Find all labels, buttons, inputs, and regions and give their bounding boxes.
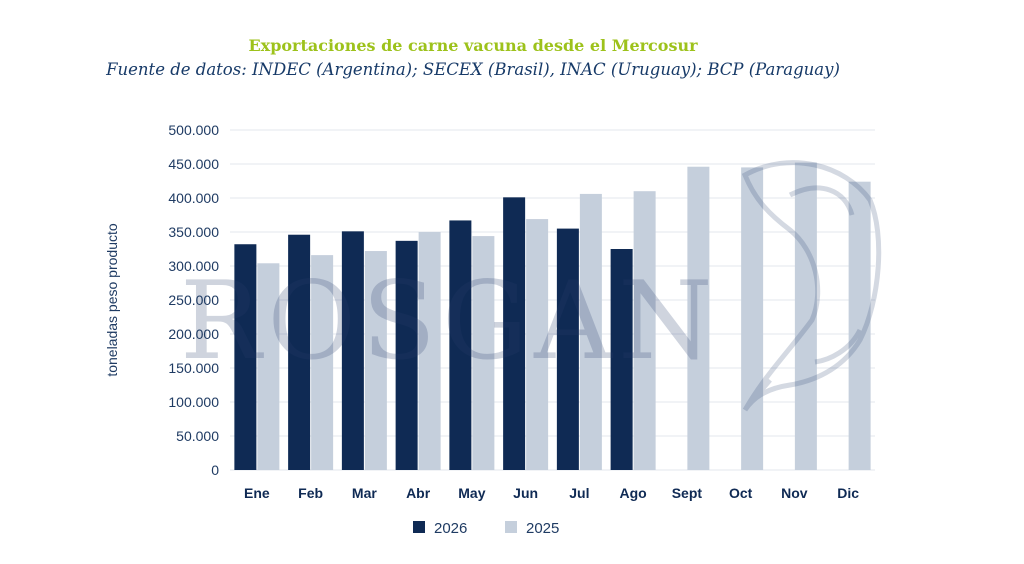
cow-head-logo [741, 160, 882, 412]
x-tick-label: Nov [781, 485, 808, 501]
chart-subtitle: Fuente de datos: INDEC (Argentina); SECE… [106, 60, 840, 79]
y-tick-label: 200.000 [168, 326, 219, 342]
y-axis-label: toneladas peso producto [104, 223, 120, 377]
bar-2025-ago [633, 191, 656, 470]
legend-swatch-2026 [413, 521, 425, 533]
x-tick-label: Jun [513, 485, 538, 501]
bar-2025-jun [526, 219, 549, 470]
bar-2025-feb [311, 255, 334, 470]
bar-2026-jul [556, 228, 579, 470]
bar-2025-may [472, 236, 495, 470]
bar-2025-abr [418, 232, 441, 470]
bar-2025-jul [579, 193, 602, 471]
bar-2026-abr [395, 240, 418, 470]
grid-lines [230, 129, 875, 471]
y-tick-label: 300.000 [168, 258, 219, 274]
y-tick-label: 250.000 [168, 292, 219, 308]
x-tick-label: Jul [569, 485, 589, 501]
x-tick-label: Oct [729, 485, 753, 501]
x-tick-label: Feb [298, 485, 323, 501]
x-tick-label: Ene [244, 485, 270, 501]
legend-swatch-2025 [505, 521, 517, 533]
bar-2026-may [449, 220, 472, 470]
x-tick-label: Mar [352, 485, 377, 501]
legend: 2026 2025 [413, 520, 559, 537]
y-tick-label: 400.000 [168, 190, 219, 206]
bar-2025-sept [687, 166, 710, 470]
bar-2025-mar [364, 251, 387, 470]
legend-label-2025: 2025 [526, 520, 559, 537]
bar-2026-ago [610, 249, 633, 470]
legend-label-2026: 2026 [434, 520, 467, 537]
bar-2026-mar [341, 231, 364, 470]
x-tick-label: Abr [406, 485, 431, 501]
x-tick-label: May [458, 485, 485, 501]
x-tick-label: Dic [837, 485, 859, 501]
y-axis-ticks: 0 50.000 100.000 150.000 200.000 250.000 300.0… [168, 122, 219, 478]
bar-2025-oct [741, 167, 764, 470]
y-tick-label: 50.000 [176, 428, 219, 444]
y-tick-label: 350.000 [168, 224, 219, 240]
x-tick-label: Sept [672, 485, 703, 501]
bar-2026-ene [234, 244, 257, 470]
y-tick-label: 450.000 [168, 156, 219, 172]
bar-2026-feb [288, 234, 311, 470]
bar-2025-nov [794, 162, 817, 470]
x-axis-ticks: Ene Feb Mar Abr May Jun Jul Ago Sept Oct Nov Dic [244, 485, 859, 501]
bars [234, 162, 871, 471]
x-tick-label: Ago [620, 485, 647, 501]
watermark-text: ROSGAN [180, 259, 719, 384]
y-tick-label: 500.000 [168, 122, 219, 138]
y-tick-label: 150.000 [168, 360, 219, 376]
bar-2025-dic [848, 181, 871, 470]
chart-title: Exportaciones de carne vacuna desde el M… [248, 36, 698, 55]
bar-2025-ene [257, 263, 280, 470]
rosgan-watermark: ROSGAN [180, 160, 882, 412]
y-tick-label: 0 [211, 462, 219, 478]
bar-2026-jun [503, 197, 526, 470]
y-tick-label: 100.000 [168, 394, 219, 410]
